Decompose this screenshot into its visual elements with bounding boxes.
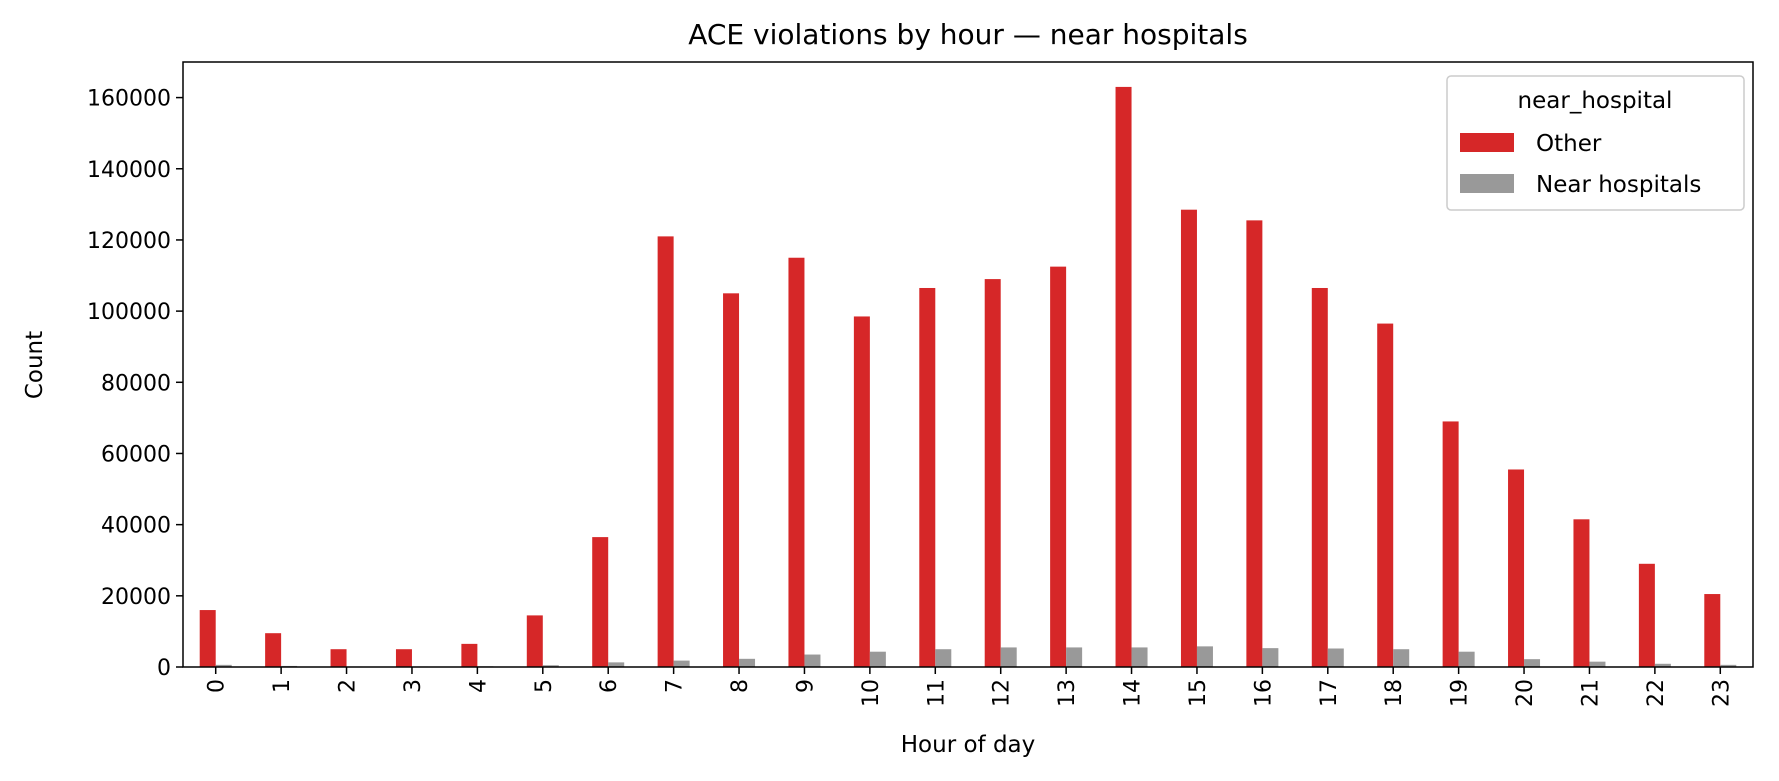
y-tick-label: 120000 (87, 229, 171, 254)
legend-title: near_hospital (1518, 88, 1673, 114)
bar-other-4 (461, 643, 478, 667)
bar-other-20 (1508, 469, 1525, 667)
x-tick-label: 17 (1317, 679, 1342, 707)
bar-near-hospitals-5 (542, 665, 559, 667)
legend-swatch-near-hospitals (1460, 174, 1514, 193)
plot-frame (182, 61, 1754, 668)
x-tick-label: 23 (1709, 679, 1734, 707)
bar-near-hospitals-17 (1327, 648, 1344, 667)
bar-other-17 (1311, 287, 1328, 667)
bar-other-7 (657, 236, 674, 667)
x-tick-label: 8 (728, 679, 753, 693)
x-tick-label: 13 (1055, 679, 1080, 707)
bar-other-3 (395, 649, 412, 667)
bar-other-23 (1704, 594, 1721, 667)
legend-box (1446, 75, 1745, 211)
bar-near-hospitals-23 (1720, 664, 1737, 667)
bar-other-14 (1115, 86, 1132, 668)
bar-other-5 (526, 615, 543, 667)
x-tick-label: 9 (793, 679, 818, 693)
bar-near-hospitals-21 (1589, 661, 1606, 667)
bar-near-hospitals-22 (1654, 663, 1671, 667)
bar-other-10 (853, 316, 870, 667)
x-tick-label: 15 (1186, 679, 1211, 707)
x-tick-label: 6 (597, 679, 622, 693)
bar-near-hospitals-14 (1131, 647, 1148, 667)
bar-near-hospitals-10 (869, 651, 886, 667)
legend-swatch-other (1460, 133, 1514, 152)
bars-layer (199, 86, 1737, 668)
x-tick-label: 19 (1448, 679, 1473, 707)
x-tick-label: 22 (1644, 679, 1669, 707)
bar-other-19 (1442, 421, 1459, 667)
bar-other-13 (1050, 266, 1067, 667)
x-tick-label: 7 (663, 679, 688, 693)
bar-near-hospitals-19 (1458, 651, 1475, 667)
y-axis: 0 20000 40000 60000 80000 100000 120000 140000 1… (87, 87, 183, 681)
bar-other-21 (1573, 519, 1590, 667)
y-axis-title: Count (22, 331, 48, 399)
x-axis: 0 1 2 3 4 5 6 7 8 9 10 11 12 13 14 15 16 17 18 19 20 21 22 23 (205, 667, 1734, 707)
bar-near-hospitals-20 (1524, 659, 1541, 667)
x-tick-label: 2 (336, 679, 361, 693)
bar-near-hospitals-9 (804, 654, 821, 667)
y-tick-label: 140000 (87, 158, 171, 183)
bar-other-11 (919, 287, 936, 667)
bar-near-hospitals-8 (739, 658, 756, 667)
bar-near-hospitals-13 (1066, 647, 1083, 667)
x-tick-label: 4 (466, 679, 491, 693)
bar-other-12 (984, 279, 1001, 667)
y-tick-label: 80000 (101, 371, 171, 396)
bar-other-15 (1180, 209, 1197, 668)
bar-other-22 (1638, 563, 1655, 667)
x-tick-label: 10 (859, 679, 884, 707)
bar-near-hospitals-12 (1000, 647, 1017, 667)
bar-other-1 (265, 633, 282, 667)
bar-near-hospitals-18 (1393, 649, 1410, 667)
x-tick-label: 0 (205, 679, 230, 693)
y-tick-label: 20000 (101, 585, 171, 610)
bar-other-9 (788, 257, 805, 667)
bar-near-hospitals-6 (608, 662, 625, 667)
bar-other-0 (199, 610, 216, 667)
y-tick-label: 160000 (87, 87, 171, 112)
x-tick-label: 5 (532, 679, 557, 693)
legend-label-near-hospitals: Near hospitals (1536, 172, 1701, 198)
x-tick-label: 18 (1382, 679, 1407, 707)
y-tick-label: 0 (157, 656, 171, 681)
bar-near-hospitals-11 (935, 649, 952, 667)
legend: near_hospital Other Near hospitals (1446, 75, 1745, 211)
y-tick-label: 60000 (101, 442, 171, 467)
bar-other-8 (723, 293, 740, 667)
bar-other-18 (1377, 323, 1394, 667)
bar-near-hospitals-15 (1196, 646, 1213, 667)
x-tick-label: 16 (1251, 679, 1276, 707)
bar-near-hospitals-7 (673, 660, 690, 667)
bar-near-hospitals-0 (215, 664, 232, 667)
bar-near-hospitals-16 (1262, 648, 1279, 667)
bar-other-6 (592, 537, 609, 667)
x-tick-label: 20 (1513, 679, 1538, 707)
y-tick-label: 100000 (87, 300, 171, 325)
bar-other-2 (330, 649, 347, 667)
x-tick-label: 21 (1578, 679, 1603, 707)
x-tick-label: 11 (924, 679, 949, 707)
x-tick-label: 14 (1121, 679, 1146, 707)
x-tick-label: 12 (990, 679, 1015, 707)
y-tick-label: 40000 (101, 514, 171, 539)
chart-title: ACE violations by hour — near hospitals (688, 18, 1248, 51)
x-tick-label: 1 (270, 679, 295, 693)
legend-label-other: Other (1536, 131, 1602, 157)
x-tick-label: 3 (401, 679, 426, 693)
bar-other-16 (1246, 220, 1263, 667)
x-axis-title: Hour of day (901, 732, 1036, 758)
